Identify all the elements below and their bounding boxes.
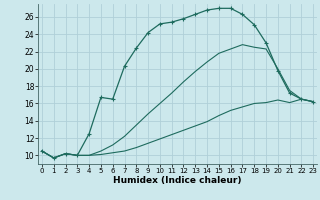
X-axis label: Humidex (Indice chaleur): Humidex (Indice chaleur) xyxy=(113,176,242,185)
